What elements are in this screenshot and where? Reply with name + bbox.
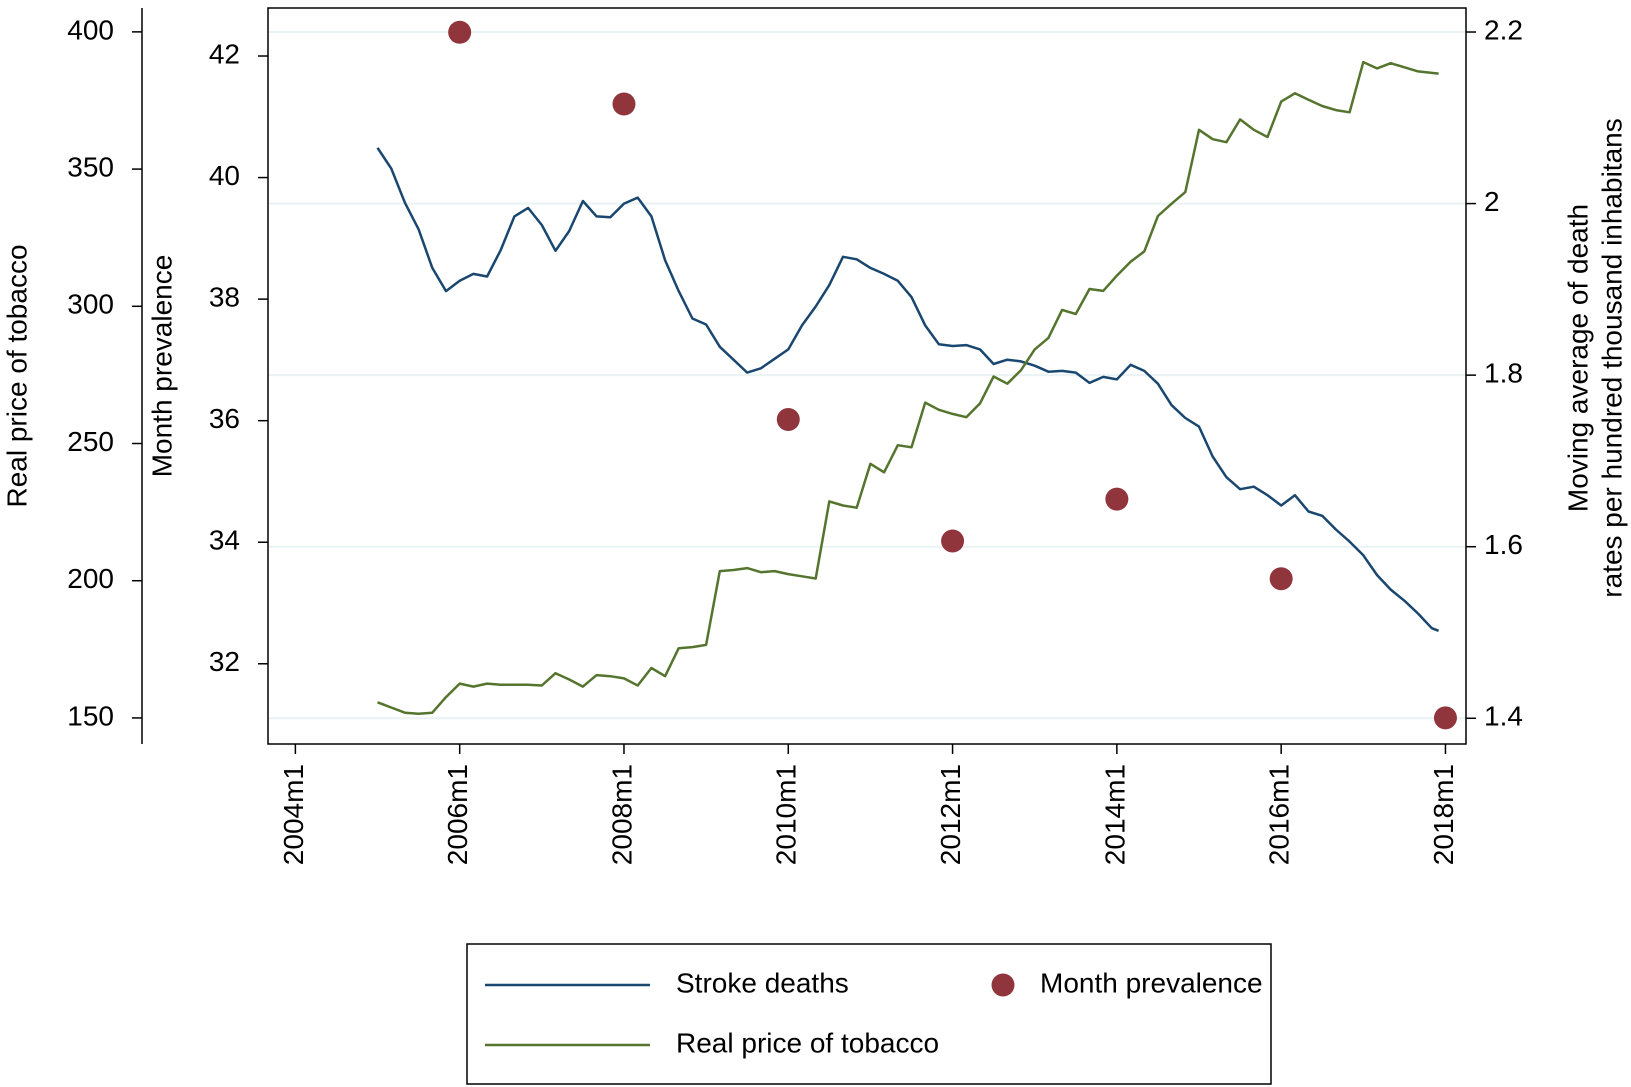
legend-label: Real price of tobacco (676, 1027, 939, 1058)
y-axis-title: Real price of tobacco (1, 244, 32, 507)
legend-box (466, 943, 1272, 1085)
scatter-point (941, 529, 965, 553)
x-tick-label: 2004m1 (278, 764, 309, 865)
y-tick-label: 250 (67, 426, 114, 457)
y-tick-label: 350 (67, 151, 114, 182)
y-tick-label: 150 (67, 700, 114, 731)
scatter-point (1433, 706, 1457, 730)
y2-tick-label: 1.8 (1484, 358, 1523, 389)
scatter-point (1269, 567, 1293, 591)
y3-tick-label: 32 (209, 646, 240, 677)
x-tick-label: 2006m1 (442, 764, 473, 865)
y2-axis-title: rates per hundred thousand inhabitans (1596, 118, 1627, 597)
y2-tick-label: 1.4 (1484, 701, 1523, 732)
y-tick-label: 200 (67, 563, 114, 594)
x-tick-label: 2008m1 (606, 764, 637, 865)
x-tick-label: 2014m1 (1099, 764, 1130, 865)
scatter-point (448, 20, 472, 44)
y3-tick-label: 36 (209, 403, 240, 434)
x-tick-label: 2018m1 (1428, 764, 1459, 865)
y2-tick-label: 1.6 (1484, 529, 1523, 560)
x-tick-label: 2012m1 (935, 764, 966, 865)
series-line (377, 60, 1439, 716)
y2-tick-label: 2 (1484, 186, 1500, 217)
y3-tick-label: 42 (209, 38, 240, 69)
legend-label: Month prevalence (1040, 967, 1263, 998)
y3-tick-label: 34 (209, 525, 240, 556)
legend-marker (991, 973, 1015, 997)
y3-tick-label: 38 (209, 282, 240, 313)
legend-label: Stroke deaths (676, 967, 849, 998)
y-tick-label: 400 (67, 14, 114, 45)
series-line (376, 147, 1440, 632)
scatter-point (1105, 487, 1129, 511)
x-tick-label: 2016m1 (1264, 764, 1295, 865)
y3-axis-title: Month prevalence (146, 255, 177, 478)
scatter-point (612, 92, 636, 116)
y3-tick-label: 40 (209, 160, 240, 191)
y2-axis-title: Moving average of death (1562, 204, 1593, 512)
plot-frame (267, 7, 1467, 745)
scatter-point (776, 407, 800, 431)
y2-tick-label: 2.2 (1484, 14, 1523, 45)
y-tick-label: 300 (67, 289, 114, 320)
x-tick-label: 2010m1 (771, 764, 802, 865)
